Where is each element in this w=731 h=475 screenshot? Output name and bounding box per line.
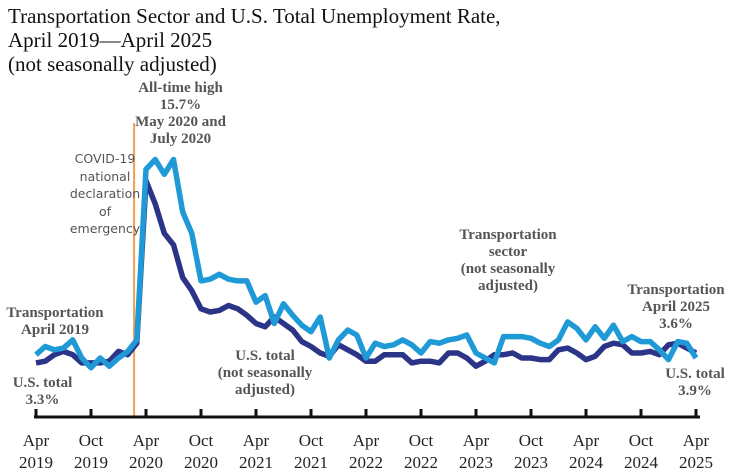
x-tick-label: Oct	[299, 431, 324, 450]
x-tick-label: Oct	[189, 431, 214, 450]
annotation-line: U.S. total	[665, 366, 725, 382]
transport-end-annotation: Transportation April 2025 3.6%	[620, 282, 731, 333]
transportation-line	[34, 156, 699, 371]
x-tick-label: 2021	[294, 453, 328, 472]
x-tick-label: Apr	[573, 431, 600, 450]
annotation-line: July 2020	[149, 131, 212, 147]
annotation-line: All-time high	[138, 80, 223, 96]
annotation-line: May 2020 and	[135, 114, 226, 130]
x-tick-label: Oct	[409, 431, 434, 450]
x-tick-label: Apr	[353, 431, 380, 450]
annotation-line: 3.3%	[25, 392, 60, 408]
x-tick-label: 2022	[404, 453, 438, 472]
annotation-line: adjusted)	[477, 278, 538, 294]
annotation-line: 3.9%	[678, 383, 712, 399]
x-tick-label: 2024	[624, 453, 659, 472]
annotation-line: April 2019	[21, 322, 89, 338]
x-tick-label: Oct	[79, 431, 104, 450]
annotation-line: (not seasonally	[460, 261, 556, 277]
x-tick-label: Apr	[133, 431, 160, 450]
us-start-annotation: U.S. total 3.3%	[5, 375, 80, 409]
annotation-line: COVID-19	[74, 151, 136, 166]
x-tick-label: 2023	[514, 453, 548, 472]
annotation-line: declaration	[69, 186, 141, 201]
x-tick-label: 2025	[679, 453, 713, 472]
chart-subtitle: (not seasonally adjusted)	[8, 52, 217, 76]
x-tick-label: 2021	[239, 453, 273, 472]
x-tick-label: 2020	[129, 453, 163, 472]
annotation-line: Transportation	[627, 282, 725, 298]
title-line-1: Transportation Sector and U.S. Total Une…	[8, 4, 501, 28]
title-line-2: April 2019—April 2025	[8, 28, 213, 52]
x-tick-label: Apr	[243, 431, 270, 450]
annotation-line: April 2025	[642, 299, 710, 315]
annotation-line: Transportation	[6, 305, 104, 321]
us-mid-annotation: U.S. total (not seasonally adjusted)	[215, 348, 315, 399]
covid-annotation: COVID-19 national declaration of emergen…	[55, 150, 155, 238]
annotation-line: adjusted)	[234, 382, 295, 398]
x-tick-label: 2020	[184, 453, 218, 472]
x-tick-label: 2019	[74, 453, 108, 472]
x-tick-label: Apr	[683, 431, 710, 450]
annotation-line: national	[79, 168, 131, 184]
annotation-line: 3.6%	[659, 316, 693, 332]
transport-start-annotation: Transportation April 2019	[0, 305, 110, 339]
annotation-line: Transportation	[459, 227, 557, 243]
annotation-line: of	[98, 203, 112, 219]
chart-title: Transportation Sector and U.S. Total Une…	[8, 4, 501, 76]
x-tick-label: 2022	[349, 453, 383, 472]
x-tick-label: 2024	[569, 453, 604, 472]
us-end-annotation: U.S. total 3.9%	[655, 366, 731, 400]
x-tick-label: Apr	[23, 431, 50, 450]
annotation-line: U.S. total	[235, 348, 295, 364]
annotation-line: (not seasonally	[217, 365, 313, 381]
annotation-line: emergency	[69, 221, 141, 236]
transport-mid-annotation: Transportation sector (not seasonally ad…	[448, 227, 568, 295]
annotation-line: 15.7%	[159, 97, 202, 113]
annotation-line: sector	[488, 244, 528, 260]
annotation-line: U.S. total	[12, 375, 73, 391]
x-tick-label: Apr	[463, 431, 490, 450]
x-tick-label: 2023	[459, 453, 493, 472]
peak-annotation: All-time high 15.7% May 2020 and July 20…	[118, 80, 243, 148]
x-tick-label: Oct	[629, 431, 654, 450]
x-tick-label: 2019	[19, 453, 53, 472]
x-tick-label: Oct	[519, 431, 544, 450]
